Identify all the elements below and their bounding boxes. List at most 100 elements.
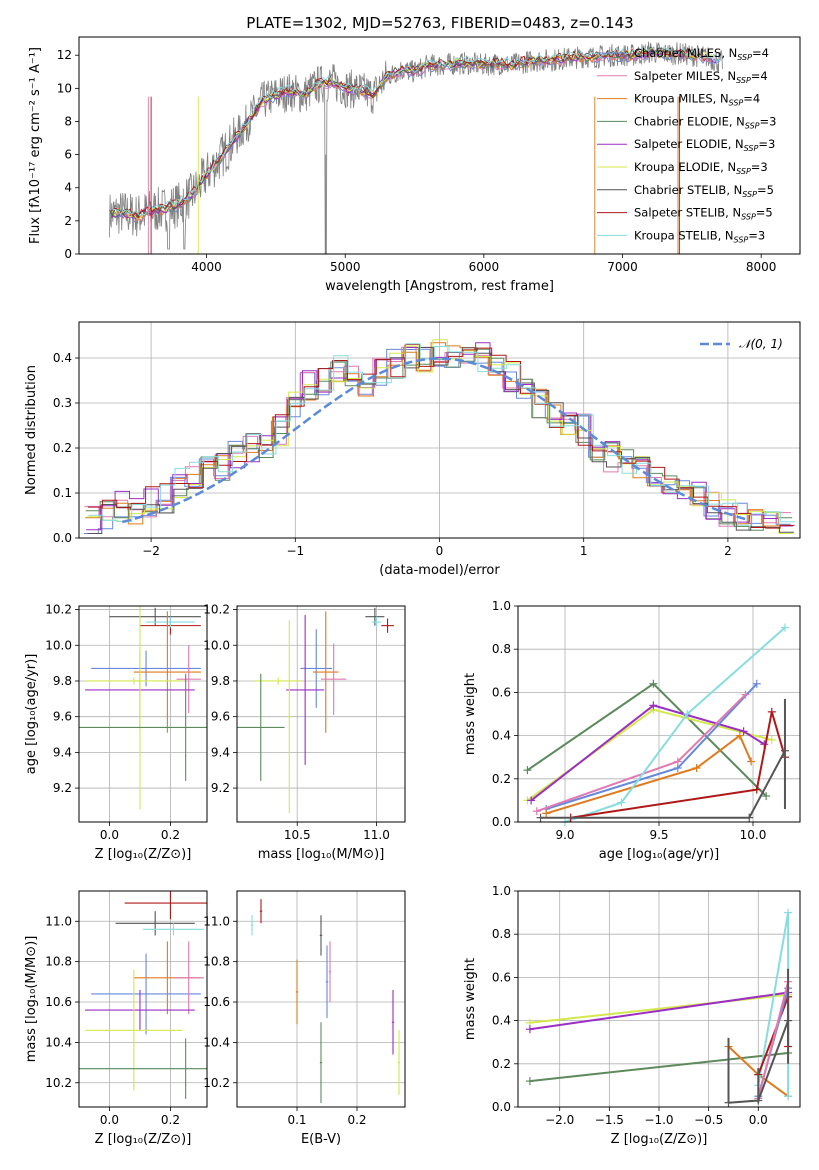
axes-frame [78,36,801,255]
y-tick-label: 0.3 [53,396,72,410]
x-tick-label: 0.0 [749,1113,768,1127]
y-tick-label: 0.2 [492,772,511,786]
chart-title: PLATE=1302, MJD=52763, FIBERID=0483, z=0… [246,14,633,32]
panel-massweight-vs-metallicity: −2.0 −1.5 −1.0 −0.5 0.0 0.0 0.2 0.4 0.6 0.8 1.0 Z [… [463,884,801,1147]
y-tick-label: 10.0 [45,638,72,652]
axes-frame [517,890,801,1108]
legend-label: Kroupa MILES, NSSP=4 [634,92,760,108]
y-tick-label: 0.4 [53,351,72,365]
mass-weight-line [529,991,789,1031]
panel-age-vs-metallicity: 0.0 0.2 9.2 9.4 9.6 9.8 10.0 10.2 Z [log₁₀(Z/Z⊙)… [24,603,208,862]
y-tick-label: 1.0 [492,599,511,613]
x-tick-label: 6000 [469,260,500,274]
y-tick-label: 0.6 [492,685,511,699]
x-axis-label: Z [log₁₀(Z/Z⊙)] [95,847,192,862]
x-axis-label: mass [log₁₀(M/M⊙)] [258,847,385,862]
x-tick-label: 4000 [191,260,222,274]
x-tick-label: −1.5 [595,1113,624,1127]
y-tick-label: 10.8 [45,955,72,969]
y-tick-label: 10.2 [45,603,72,617]
y-tick-label: 10 [57,81,72,95]
y-axis-label: mass weight [463,958,478,1040]
y-tick-label: 0.2 [53,441,72,455]
mass-weight-line [526,682,767,797]
legend-label: Chabrier MILES, NSSP=4 [634,46,769,62]
x-tick-label: −1 [286,544,304,558]
legend-label: Salpeter STELIB, NSSP=5 [634,206,773,222]
y-tick-label: 6 [64,148,72,162]
mass-weight-line [570,711,786,819]
mass-weight-line [545,734,753,815]
x-tick-label: −2 [142,544,160,558]
y-tick-label: 9.6 [53,710,72,724]
x-axis-label: Z [log₁₀(Z/Z⊙)] [95,1132,192,1147]
y-tick-label: 0.0 [53,531,72,545]
axes-frame [236,605,406,823]
model-spectrum-line [111,47,715,220]
mass-weight-line [529,1052,789,1083]
y-tick-label: 11.0 [203,914,230,928]
y-tick-label: 8 [64,114,72,128]
x-tick-label: 10.0 [740,828,767,842]
y-tick-label: 12 [57,48,72,62]
y-tick-label: 11.0 [45,914,72,928]
legend-label: Chabrier STELIB, NSSP=5 [634,183,774,199]
y-tick-label: 10.0 [203,638,230,652]
legend-label: Salpeter ELODIE, NSSP=3 [634,137,775,153]
y-tick-label: 2 [64,214,72,228]
x-tick-label: 5000 [330,260,361,274]
model-spectrum-line [109,49,720,223]
x-tick-label: 2 [724,544,732,558]
x-tick-label: 1 [580,544,588,558]
x-tick-label: 11.0 [363,828,390,842]
y-axis-label: mass weight [463,673,478,755]
x-tick-label: 0.0 [100,1113,119,1127]
y-tick-label: 0.6 [492,970,511,984]
y-tick-label: 10.2 [203,1076,230,1090]
mass-weight-line [536,693,747,813]
y-tick-label: 9.2 [211,781,230,795]
y-tick-label: 9.4 [53,745,72,759]
y-tick-label: 10.6 [203,995,230,1009]
y-tick-label: 9.2 [53,781,72,795]
axes-frame [78,890,208,1108]
panel-age-vs-mass: 10.5 11.0 9.2 9.4 9.6 9.8 10.0 10.2 mass [log₁₀(… [203,603,406,862]
y-tick-label: 9.8 [53,674,72,688]
x-tick-label: −1.0 [644,1113,673,1127]
y-tick-label: 10.2 [45,1076,72,1090]
mass-weight-line [757,981,790,1099]
model-spectrum-line [112,46,720,217]
y-tick-label: 9.6 [211,710,230,724]
histogram-step-line [87,346,794,534]
y-axis-label: Flux [fλ10⁻¹⁷ erg cm⁻² s⁻¹ A⁻¹] [28,47,43,244]
histogram-step-line [86,342,793,531]
normal-curve-line [121,357,750,524]
panel-mass-vs-ebv: 0.1 0.2 10.2 10.4 10.6 10.8 11.0 E(B-V) [203,890,406,1147]
x-tick-label: 0 [436,544,444,558]
y-axis-label: Normed distribution [24,365,39,495]
panel-spectrum: PLATE=1302, MJD=52763, FIBERID=0483, z=0… [28,14,801,294]
y-tick-label: 9.4 [211,745,230,759]
x-tick-label: 0.0 [100,828,119,842]
y-tick-label: 10.4 [203,1035,230,1049]
panel-massweight-vs-age: 9.0 9.5 10.0 0.0 0.2 0.4 0.6 0.8 1.0 age [log₁₀(a… [463,599,801,862]
x-tick-label: 9.5 [649,828,668,842]
x-axis-label: Z [log₁₀(Z/Z⊙)] [611,1132,708,1147]
y-tick-label: 0.2 [492,1057,511,1071]
x-tick-label: 0.2 [347,1113,366,1127]
axes-frame [78,605,208,823]
mass-weight-line [540,750,786,819]
panel-mass-vs-metallicity: 0.0 0.2 10.2 10.4 10.6 10.8 11.0 Z [log₁₀(Z/Z⊙)… [24,890,208,1147]
y-axis-label: mass [log₁₀(M/M⊙)] [24,936,39,1063]
y-tick-label: 0 [64,247,72,261]
histogram-step-line [85,348,793,531]
y-tick-label: 4 [64,181,72,195]
y-tick-label: 10.8 [203,955,230,969]
histogram-step-line [87,343,795,529]
mass-weight-line [526,708,773,802]
y-axis-label: age [log₁₀(age/yr)] [24,654,39,775]
legend-label: Chabrier ELODIE, NSSP=3 [634,114,776,130]
panel-residual-distribution: −2 −1 0 1 2 0.0 0.1 0.2 0.3 0.4 (data-model)/error… [24,321,801,578]
x-tick-label: 10.5 [284,828,311,842]
y-tick-label: 0.4 [492,729,511,743]
